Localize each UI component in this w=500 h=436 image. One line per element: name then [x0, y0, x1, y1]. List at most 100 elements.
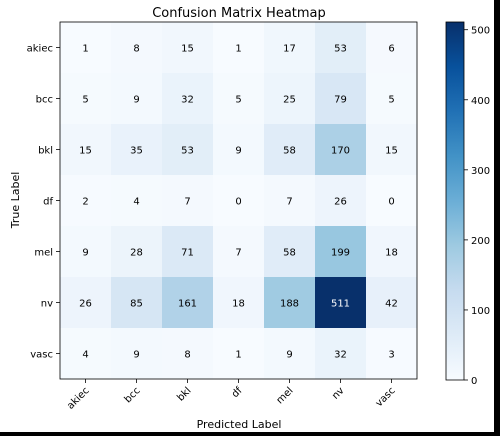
cell-value: 0 [235, 197, 241, 208]
cell-value: 161 [178, 299, 197, 310]
colorbar-tick-label: 400 [471, 96, 490, 107]
cell-value: 8 [133, 44, 139, 55]
cell-value: 17 [283, 44, 296, 55]
cell-value: 32 [334, 350, 347, 361]
heatmap-cell [111, 22, 163, 74]
cell-value: 7 [184, 197, 190, 208]
cell-value: 9 [133, 95, 139, 106]
heatmap-cells [60, 22, 418, 380]
cell-value: 9 [286, 350, 292, 361]
colorbar-tick-label: 500 [471, 26, 490, 37]
x-tick-label: bcc [123, 385, 143, 405]
heatmap-cell [111, 124, 163, 176]
cell-value: 6 [388, 44, 394, 55]
y-tick-label: nv [41, 299, 53, 310]
x-tick-label: nv [330, 385, 347, 402]
heatmap-cell [111, 73, 163, 125]
heatmap-cell [315, 226, 367, 278]
y-tick-label: akiec [27, 44, 53, 55]
heatmap-cell [60, 22, 112, 74]
heatmap-cell [162, 175, 214, 227]
cell-value: 58 [283, 146, 296, 157]
heatmap-cell [264, 73, 316, 125]
cell-value: 32 [181, 95, 194, 106]
heatmap-cell [162, 328, 214, 380]
colorbar-tick-label: 200 [471, 236, 490, 247]
x-axis-label: Predicted Label [197, 418, 282, 431]
heatmap-cell [213, 328, 265, 380]
cell-value: 28 [130, 248, 143, 259]
cell-value: 188 [280, 299, 299, 310]
heatmap-cell [213, 124, 265, 176]
x-axis-ticks: akiec bcc bkl df mel nv vasc [65, 379, 398, 412]
colorbar-tick-label: 300 [471, 166, 490, 177]
cell-value: 18 [385, 248, 398, 259]
heatmap-cell [264, 328, 316, 380]
heatmap-cell [213, 277, 265, 329]
cell-value-labels: 1 8 15 1 17 53 65 9 32 5 25 79 515 35 53 9 58 170 152 4 7 0 7 2… [79, 44, 398, 361]
heatmap-cell [60, 73, 112, 125]
cell-value: 4 [133, 197, 139, 208]
heatmap-cell [366, 124, 418, 176]
x-tick-label: vasc [374, 385, 398, 409]
heatmap-cell [60, 277, 112, 329]
heatmap-cell [264, 22, 316, 74]
cell-value: 53 [181, 146, 194, 157]
cell-value: 9 [82, 248, 88, 259]
heatmap-cell [162, 22, 214, 74]
x-tick-label: akiec [65, 385, 91, 411]
heatmap-cell [315, 22, 367, 74]
cell-value: 9 [235, 146, 241, 157]
heatmap-cell [213, 175, 265, 227]
colorbar-tick-label: 100 [471, 306, 490, 317]
cell-value: 58 [283, 248, 296, 259]
heatmap-cell [111, 175, 163, 227]
y-tick-label: vasc [30, 350, 53, 361]
heatmap-cell [60, 226, 112, 278]
heatmap-cell [264, 277, 316, 329]
heatmap-cell [213, 226, 265, 278]
heatmap-cell [213, 73, 265, 125]
cell-value: 79 [334, 95, 347, 106]
colorbar [445, 21, 465, 381]
heatmap-cell [111, 328, 163, 380]
y-axis-label: True Label [9, 172, 22, 230]
x-tick-label: bkl [175, 385, 193, 403]
cell-value: 15 [385, 146, 398, 157]
cell-value: 85 [130, 299, 143, 310]
heatmap-cell [264, 226, 316, 278]
cell-value: 5 [82, 95, 88, 106]
x-tick-label: df [230, 385, 245, 400]
heatmap-cell [162, 277, 214, 329]
heatmap-cell [366, 277, 418, 329]
heatmap-cell [111, 226, 163, 278]
heatmap-cell [315, 328, 367, 380]
cell-value: 15 [181, 44, 194, 55]
cell-value: 8 [184, 350, 190, 361]
heatmap-cell [366, 328, 418, 380]
heatmap-cell [315, 175, 367, 227]
cell-value: 5 [235, 95, 241, 106]
cell-value: 35 [130, 146, 143, 157]
heatmap-cell [162, 124, 214, 176]
x-tick-label: mel [275, 385, 296, 406]
cell-value: 7 [286, 197, 292, 208]
cell-value: 9 [133, 350, 139, 361]
heatmap-cell [162, 226, 214, 278]
cell-value: 2 [82, 197, 88, 208]
cell-value: 42 [385, 299, 398, 310]
heatmap-cell [60, 124, 112, 176]
cell-value: 4 [82, 350, 88, 361]
heatmap-cell [162, 73, 214, 125]
heatmap-chart: Confusion Matrix Heatmap 1 8 15 1 17 53 65 9 32 5… [9, 6, 490, 431]
cell-value: 7 [235, 248, 241, 259]
cell-value: 18 [232, 299, 245, 310]
cell-value: 26 [334, 197, 347, 208]
cell-value: 511 [331, 299, 350, 310]
y-axis-ticks: akiec bcc bkl df mel nv vasc [27, 44, 60, 361]
cell-value: 1 [82, 44, 88, 55]
heatmap-cell [366, 22, 418, 74]
cell-value: 199 [331, 248, 350, 259]
heatmap-cell [60, 175, 112, 227]
heatmap-cell [213, 22, 265, 74]
